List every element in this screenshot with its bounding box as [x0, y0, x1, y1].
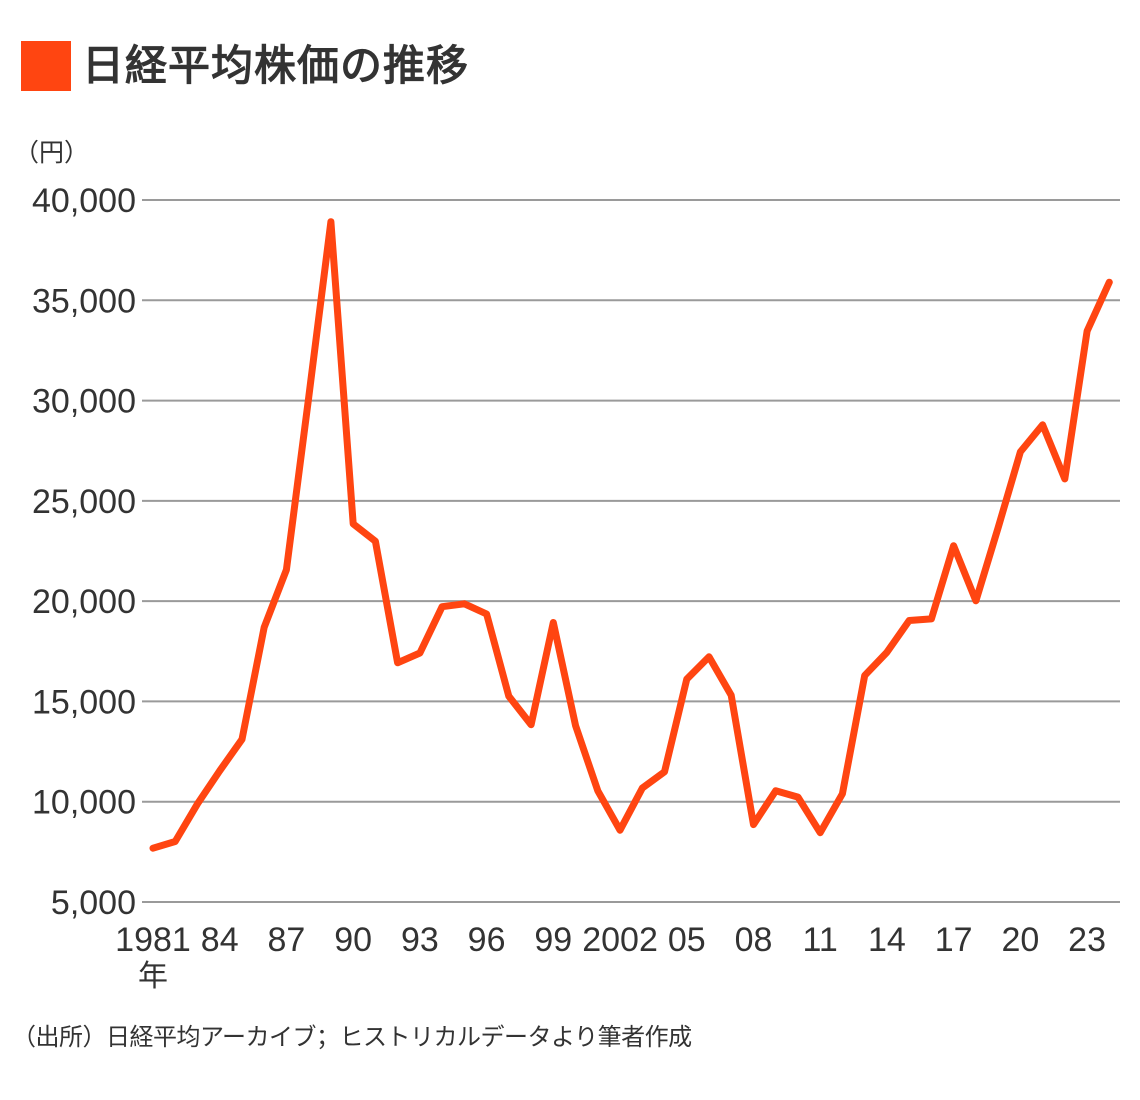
chart-title: 日経平均株価の推移 [21, 38, 469, 94]
y-tick-label: 30,000 [32, 383, 136, 421]
x-tick-label: 99 [534, 921, 572, 959]
x-axis-ticks: 1981 84 87 90 93 96 99 2002 05 08 11 14 17 20 23 年 [115, 921, 1106, 994]
x-tick-label: 96 [468, 921, 506, 959]
y-tick-label: 5,000 [51, 884, 136, 922]
x-axis-unit-label: 年 [138, 959, 168, 994]
title-marker-square [21, 41, 71, 91]
x-tick-label: 1981 [115, 921, 191, 959]
x-tick-label: 84 [201, 921, 239, 959]
series-line-nikkei [149, 218, 1113, 852]
y-tick-label: 40,000 [32, 182, 136, 220]
x-tick-label: 11 [803, 921, 838, 959]
y-tick-label: 15,000 [32, 683, 136, 721]
x-tick-label: 2002 [582, 921, 658, 959]
x-tick-label: 14 [868, 921, 906, 959]
y-tick-label: 10,000 [32, 784, 136, 822]
source-note: （出所）日経平均アーカイブ；ヒストリカルデータより筆者作成 [12, 1023, 692, 1051]
x-tick-label: 08 [735, 921, 773, 959]
y-axis-unit-label: （円） [14, 138, 90, 167]
y-tick-label: 25,000 [32, 483, 136, 521]
y-tick-label: 35,000 [32, 282, 136, 320]
x-tick-label: 90 [334, 921, 372, 959]
x-tick-label: 05 [668, 921, 706, 959]
x-tick-label: 23 [1068, 921, 1106, 959]
x-tick-label: 20 [1001, 921, 1039, 959]
y-axis-ticks: 40,000 35,000 30,000 25,000 20,000 15,000 10,0… [32, 182, 136, 922]
x-tick-label: 93 [401, 921, 439, 959]
x-tick-label: 87 [268, 921, 306, 959]
series-group [149, 218, 1113, 852]
chart-title-text: 日経平均株価の推移 [82, 41, 470, 90]
x-tick-label: 17 [935, 921, 973, 959]
y-tick-label: 20,000 [32, 583, 136, 621]
